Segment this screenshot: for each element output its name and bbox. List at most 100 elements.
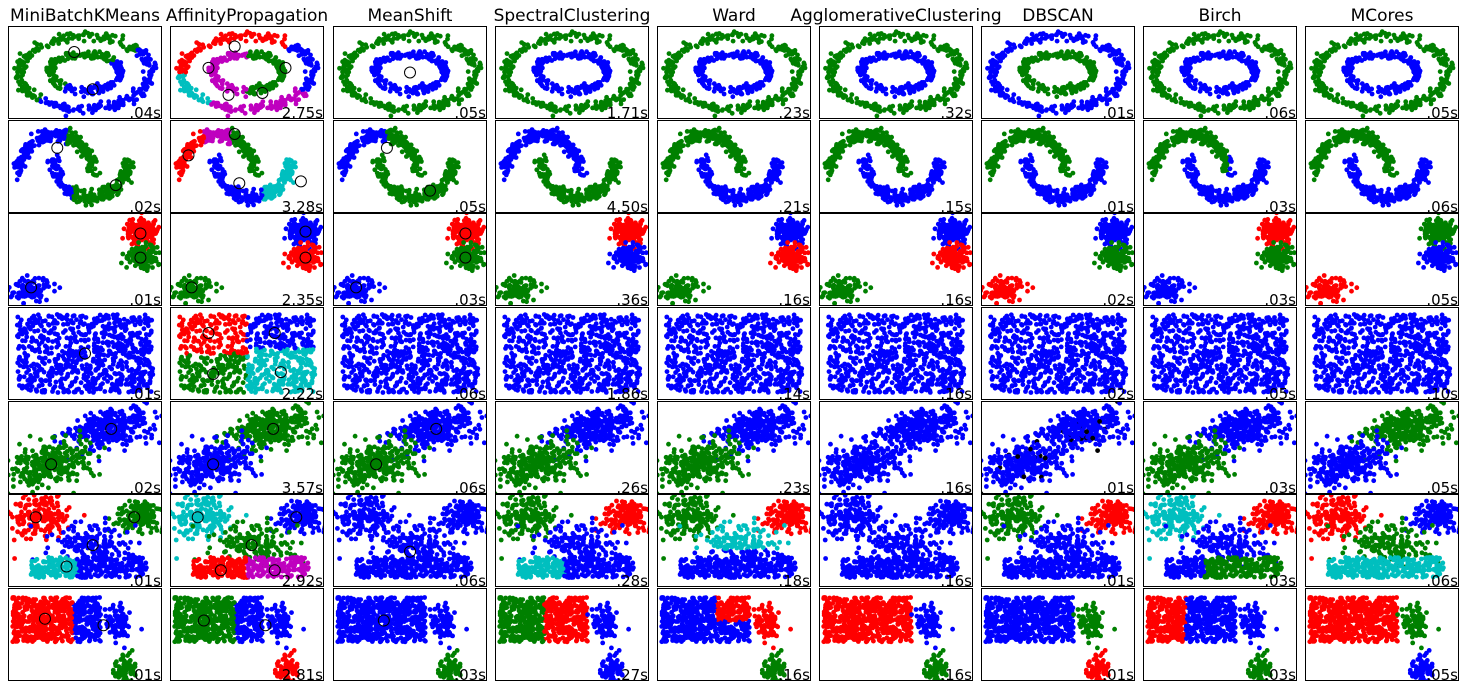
data-point	[1059, 104, 1065, 110]
data-point	[138, 87, 144, 93]
data-point	[187, 58, 193, 64]
data-point	[310, 57, 315, 62]
data-point	[774, 48, 779, 54]
data-point	[724, 106, 730, 112]
data-point	[792, 56, 798, 61]
data-point	[1444, 69, 1450, 75]
data-point	[1288, 65, 1294, 71]
panel-frame	[495, 26, 649, 119]
data-point	[897, 49, 902, 55]
data-point	[1352, 37, 1358, 42]
data-point	[1154, 68, 1160, 73]
data-point	[1353, 31, 1359, 37]
data-point	[23, 87, 29, 92]
data-point	[575, 32, 580, 38]
data-point	[593, 53, 598, 58]
data-point	[388, 104, 393, 110]
data-point	[1278, 56, 1284, 61]
data-point	[243, 94, 249, 100]
data-point	[292, 88, 298, 94]
data-point	[359, 97, 365, 103]
data-point	[279, 102, 285, 108]
data-point	[742, 107, 747, 113]
data-point	[1390, 107, 1395, 113]
data-point	[257, 54, 263, 60]
data-point	[1255, 102, 1261, 108]
data-point	[305, 87, 311, 92]
data-point	[1022, 68, 1028, 73]
data-point	[143, 56, 149, 61]
data-point	[1278, 87, 1284, 92]
data-point	[1024, 36, 1030, 42]
data-point	[918, 40, 924, 45]
data-point	[874, 113, 880, 119]
data-point	[672, 87, 678, 92]
data-point	[440, 70, 446, 76]
data-point	[248, 49, 253, 55]
data-point	[1198, 104, 1203, 110]
data-point	[59, 55, 64, 61]
data-point	[1191, 103, 1197, 109]
data-point	[633, 62, 639, 68]
data-point	[1104, 101, 1110, 107]
data-point	[117, 40, 123, 45]
data-point	[368, 96, 374, 101]
data-point	[937, 97, 943, 103]
data-point	[1364, 31, 1370, 36]
data-point	[340, 69, 345, 75]
data-point	[504, 51, 510, 56]
data-point	[50, 80, 56, 86]
data-point	[1207, 86, 1213, 92]
data-point	[1314, 51, 1320, 56]
data-point	[1121, 57, 1126, 62]
data-point	[49, 68, 55, 73]
data-point	[502, 69, 507, 75]
data-point	[867, 31, 873, 37]
data-point	[780, 101, 786, 107]
data-point	[1011, 92, 1017, 97]
data-point	[713, 52, 718, 57]
data-point	[687, 92, 693, 97]
data-point	[1437, 69, 1443, 74]
data-point	[796, 69, 802, 75]
data-point	[661, 65, 666, 71]
algorithm-title: AffinityPropagation	[166, 6, 328, 26]
data-point	[1369, 91, 1375, 97]
data-point	[617, 88, 623, 94]
data-point	[1274, 56, 1280, 62]
data-point	[1187, 56, 1193, 62]
data-point	[578, 38, 584, 44]
data-point	[887, 33, 893, 38]
data-point	[664, 69, 669, 75]
data-point	[1153, 81, 1158, 86]
data-point	[369, 43, 375, 49]
data-point	[1282, 80, 1288, 85]
data-point	[710, 33, 716, 39]
data-point	[113, 61, 119, 67]
data-point	[1432, 47, 1438, 53]
data-point	[248, 86, 254, 92]
data-point	[1104, 93, 1109, 98]
data-point	[594, 40, 600, 45]
data-point	[715, 36, 721, 41]
data-point	[125, 48, 130, 54]
data-point	[1216, 38, 1222, 44]
data-point	[705, 103, 711, 109]
data-point	[431, 99, 437, 105]
data-point	[1017, 65, 1023, 71]
data-point	[1173, 92, 1179, 97]
data-point	[1125, 60, 1131, 66]
data-point	[917, 53, 922, 58]
data-point	[1261, 97, 1267, 103]
data-point	[1385, 32, 1390, 38]
data-point	[196, 97, 202, 103]
data-point	[773, 93, 779, 99]
data-point	[1443, 62, 1449, 68]
data-point	[303, 76, 309, 81]
data-point	[1266, 101, 1272, 107]
data-point	[56, 41, 62, 46]
data-point	[377, 61, 383, 67]
data-point	[1190, 37, 1196, 42]
data-point	[1147, 65, 1152, 71]
data-point	[384, 55, 389, 61]
